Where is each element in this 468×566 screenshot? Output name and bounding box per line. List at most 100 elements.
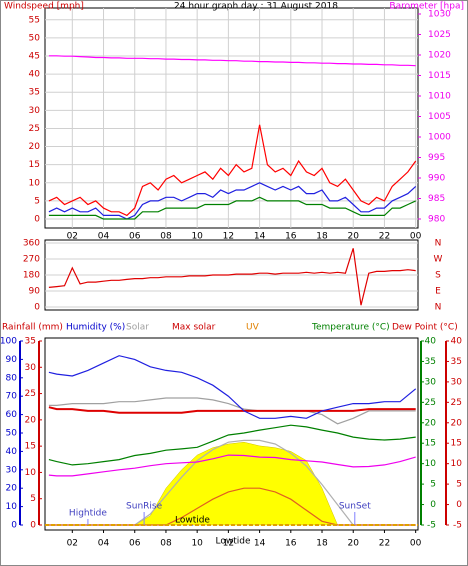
y-tick-label: 35 (25, 337, 36, 347)
x-tick-label: 04 (98, 539, 110, 549)
x-tick-label: 02 (67, 539, 78, 549)
line (48, 454, 416, 477)
direction-label: S (435, 271, 441, 281)
direction-label: W (434, 255, 443, 265)
y-tick-label: 270 (23, 255, 40, 265)
y-tick-label: 360 (23, 239, 40, 249)
y2-axis-label: Barometer [hpa] (389, 2, 464, 12)
y-tick-label: 10 (25, 468, 37, 478)
y-tick-label: 30 (25, 363, 37, 373)
x-tick-label: 18 (316, 539, 328, 549)
y-tick-label: 50 (29, 33, 41, 43)
y-tick-label: 0 (11, 521, 17, 531)
y2-tick-label: 995 (428, 153, 445, 163)
x-tick-label: 10 (191, 539, 203, 549)
y-tick-label: 90 (6, 355, 18, 365)
y-tick-label: 5 (430, 480, 436, 490)
y2-tick-label: 1005 (428, 112, 451, 122)
annotation: Hightide (69, 509, 107, 519)
line (48, 182, 417, 220)
y-tick-label: 30 (425, 377, 437, 387)
annotation: Lowtide (216, 537, 251, 547)
y-tick-label: 25 (451, 398, 462, 408)
y-tick-label: 30 (29, 106, 41, 116)
x-tick-label: 16 (285, 539, 297, 549)
y-tick-label: 15 (425, 439, 436, 449)
x-tick-label: 04 (98, 232, 110, 242)
direction-label: N (435, 239, 442, 249)
y-tick-label: 30 (6, 465, 18, 475)
y-tick-label: 15 (25, 442, 36, 452)
legend-label: Solar (126, 323, 149, 333)
legend-label: UV (246, 323, 260, 333)
y-tick-label: 60 (6, 410, 18, 420)
y2-tick-label: 980 (428, 215, 445, 225)
y-tick-label: 70 (6, 392, 18, 402)
chart-title: 24 hour graph day : 31 August 2018 (174, 2, 338, 12)
x-tick-label: 22 (379, 232, 390, 242)
y2-tick-label: 1015 (428, 71, 451, 81)
y-tick-label: 35 (29, 88, 40, 98)
y-tick-label: 25 (25, 389, 36, 399)
legend-label: Temperature (°C) (311, 323, 390, 333)
line (48, 355, 417, 419)
legend-label: Rainfall (mm) (2, 323, 63, 333)
x-tick-label: 06 (129, 232, 141, 242)
legend-label: Max solar (172, 323, 216, 333)
y-tick-label: 0 (34, 215, 40, 225)
y-tick-label: 20 (6, 484, 18, 494)
y-tick-label: 20 (451, 418, 463, 428)
x-tick-label: 06 (129, 539, 141, 549)
line (48, 406, 416, 414)
y-tick-label: 55 (29, 15, 40, 25)
y2-tick-label: 990 (428, 174, 445, 184)
y-tick-label: 180 (23, 271, 40, 281)
y-tick-label: -5 (427, 521, 436, 531)
line (48, 124, 417, 217)
line (48, 248, 416, 306)
y-tick-label: 20 (25, 415, 37, 425)
x-tick-label: 08 (160, 539, 172, 549)
y-tick-label: 0 (34, 303, 40, 313)
x-tick-label: 00 (410, 539, 422, 549)
line (48, 424, 416, 466)
plot-frame (44, 7, 419, 229)
annotation: Lowtide (175, 516, 210, 526)
y-tick-label: 80 (6, 373, 18, 383)
x-tick-label: 10 (191, 232, 203, 242)
y2-tick-label: 1020 (428, 51, 451, 61)
y-tick-label: 25 (425, 398, 436, 408)
y-tick-label: 40 (425, 337, 437, 347)
y-tick-label: 90 (29, 287, 41, 297)
y-tick-label: 0 (430, 500, 436, 510)
y-tick-label: 40 (6, 447, 18, 457)
y-tick-label: 5 (456, 480, 462, 490)
x-tick-label: 12 (223, 539, 234, 549)
y-axis-label: Windspeed [mph] (4, 2, 84, 12)
y-tick-label: 15 (29, 160, 40, 170)
legend-label: Humidity (%) (66, 323, 125, 333)
direction-label: N (435, 303, 442, 313)
y-tick-label: 20 (29, 142, 41, 152)
x-tick-label: 14 (254, 232, 266, 242)
x-tick-label: 20 (348, 539, 360, 549)
y-tick-label: -5 (453, 521, 462, 531)
x-tick-label: 22 (379, 539, 390, 549)
y-tick-label: 0 (456, 500, 462, 510)
line (48, 196, 416, 220)
y-tick-label: 10 (451, 459, 463, 469)
x-tick-label: 14 (254, 539, 266, 549)
y-tick-label: 35 (425, 357, 436, 367)
x-tick-label: 16 (285, 232, 297, 242)
y-tick-label: 5 (34, 196, 40, 206)
y2-tick-label: 1025 (428, 30, 451, 40)
x-tick-label: 20 (348, 232, 360, 242)
line (48, 397, 416, 425)
direction-label: E (435, 287, 441, 297)
y-tick-label: 30 (451, 377, 463, 387)
x-tick-label: 08 (160, 232, 172, 242)
y-tick-label: 100 (0, 337, 17, 347)
y2-tick-label: 1030 (428, 10, 451, 20)
x-tick-label: 12 (223, 232, 234, 242)
